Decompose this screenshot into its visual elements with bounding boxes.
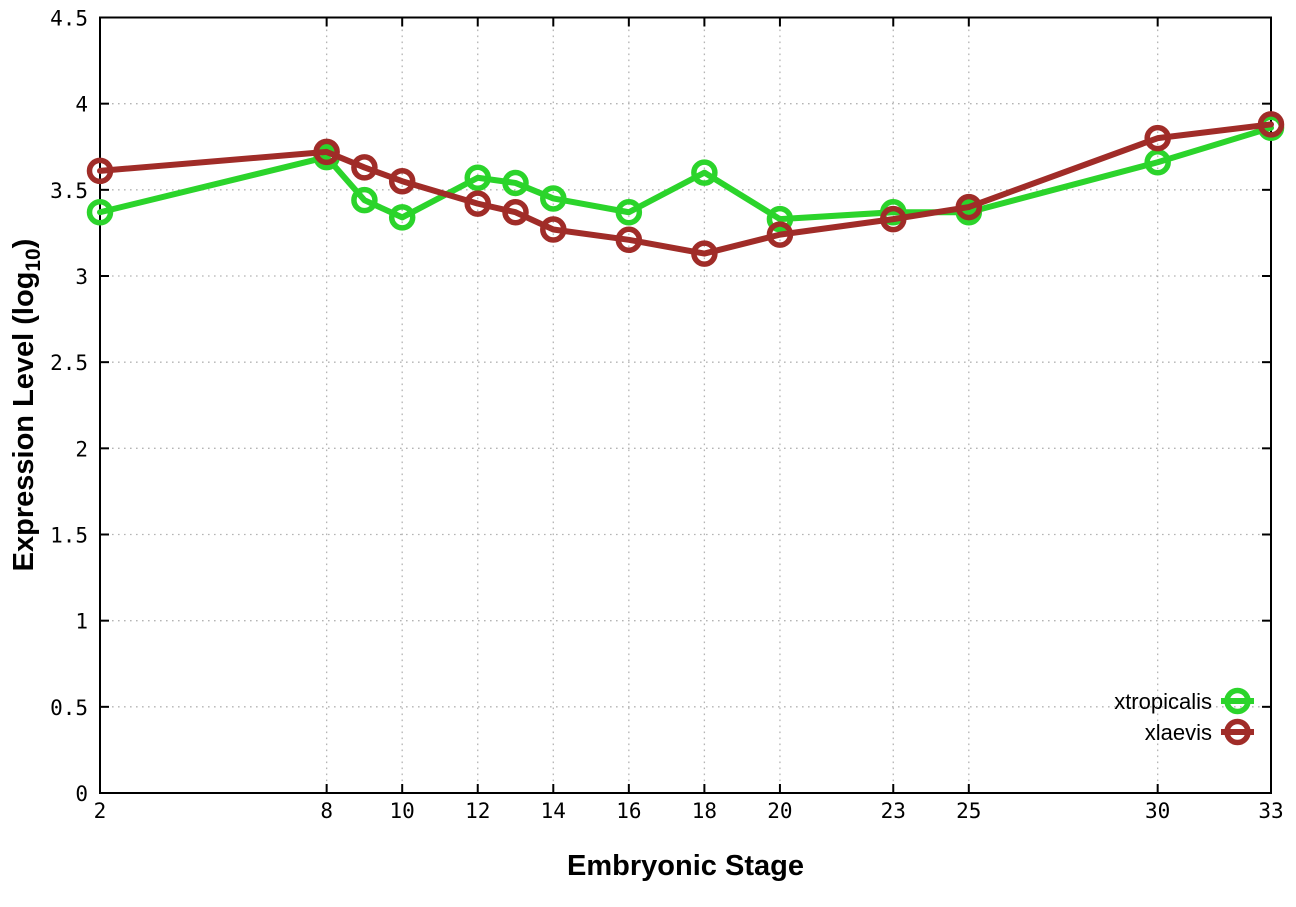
xtropicalis-data-point [86, 198, 114, 226]
y-axis-title-close: ) [8, 238, 41, 249]
xlaevis-data-point [615, 226, 643, 254]
legend-marker-xlaevis [1224, 718, 1251, 746]
x-tick-label: 33 [1258, 799, 1283, 823]
xtropicalis-data-point [351, 186, 378, 214]
x-tick-label: 25 [956, 799, 981, 823]
y-axis-title-text: Expression Level (log [8, 271, 41, 572]
xlaevis-data-point [86, 157, 114, 185]
xlaevis-data-point [955, 193, 983, 221]
xtropicalis-data-point [1144, 149, 1171, 176]
xtropicalis-data-point [502, 169, 529, 197]
x-tick-label: 16 [616, 799, 641, 823]
y-tick-label: 4 [75, 93, 88, 117]
legend-item-xlaevis: xlaevis [1145, 718, 1254, 746]
x-tick-label: 20 [767, 799, 792, 823]
x-tick-label: 23 [881, 799, 906, 823]
xlaevis-data-point [1144, 124, 1171, 152]
xlaevis-data-point [691, 240, 718, 267]
y-tick-label: 3 [75, 265, 88, 289]
x-tick-label: 18 [692, 799, 717, 823]
x-axis-title: Embryonic Stage [567, 850, 804, 882]
xlaevis-data-point [351, 154, 378, 181]
legend-item-xtropicalis: xtropicalis [1114, 687, 1254, 715]
xtropicalis-data-point [464, 164, 491, 192]
y-tick-label: 2.5 [50, 351, 88, 375]
y-axis-title: Expression Level (log10) [8, 239, 46, 572]
xlaevis-data-point [464, 190, 491, 217]
legend-label-xtropicalis: xtropicalis [1114, 689, 1212, 714]
x-tick-label: 30 [1145, 799, 1170, 823]
xlaevis-data-point [313, 138, 340, 166]
xlaevis-data-point [1257, 111, 1285, 138]
series-xtropicalis [86, 114, 1285, 233]
xlaevis-data-point [502, 198, 529, 226]
x-tick-label: 2 [94, 799, 107, 823]
xlaevis-data-point [388, 167, 416, 195]
y-tick-label: 0.5 [50, 696, 88, 720]
plot-border [99, 16, 1272, 794]
legend: xtropicalis xlaevis [1114, 687, 1254, 746]
xtropicalis-data-point [691, 159, 718, 186]
xtropicalis-line [97, 124, 1274, 223]
xtropicalis-data-point [388, 204, 416, 231]
x-tick-label: 10 [390, 799, 415, 823]
y-tick-label: 2 [75, 437, 88, 461]
series-xlaevis [86, 111, 1285, 267]
legend-marker-xtropicalis [1224, 687, 1251, 715]
xlaevis-data-point [540, 216, 567, 243]
y-tick-label: 4.5 [50, 7, 88, 31]
x-tick-label: 8 [320, 799, 333, 823]
grid-lines [100, 17, 1271, 793]
legend-label-xlaevis: xlaevis [1145, 720, 1212, 745]
y-tick-label: 1.5 [50, 524, 88, 548]
y-tick-labels: 0 0.5 1 1.5 2 2.5 3 3.5 4 4.5 [50, 7, 88, 807]
xtropicalis-data-point [766, 205, 794, 233]
xlaevis-data-point [766, 221, 794, 248]
y-axis-title-subscript: 10 [21, 248, 45, 272]
x-tick-label: 12 [465, 799, 490, 823]
y-tick-label: 0 [75, 782, 88, 806]
xtropicalis-data-point [540, 185, 567, 212]
y-tick-label: 1 [75, 610, 88, 634]
xlaevis-data-point [880, 205, 907, 233]
x-tick-label: 14 [541, 799, 566, 823]
xtropicalis-data-point [615, 198, 643, 226]
x-tick-labels: 2 8 10 12 14 16 18 20 23 25 30 33 [94, 799, 1284, 823]
xlaevis-line [97, 121, 1274, 257]
axis-ticks [99, 16, 1272, 794]
y-tick-label: 3.5 [50, 179, 88, 203]
